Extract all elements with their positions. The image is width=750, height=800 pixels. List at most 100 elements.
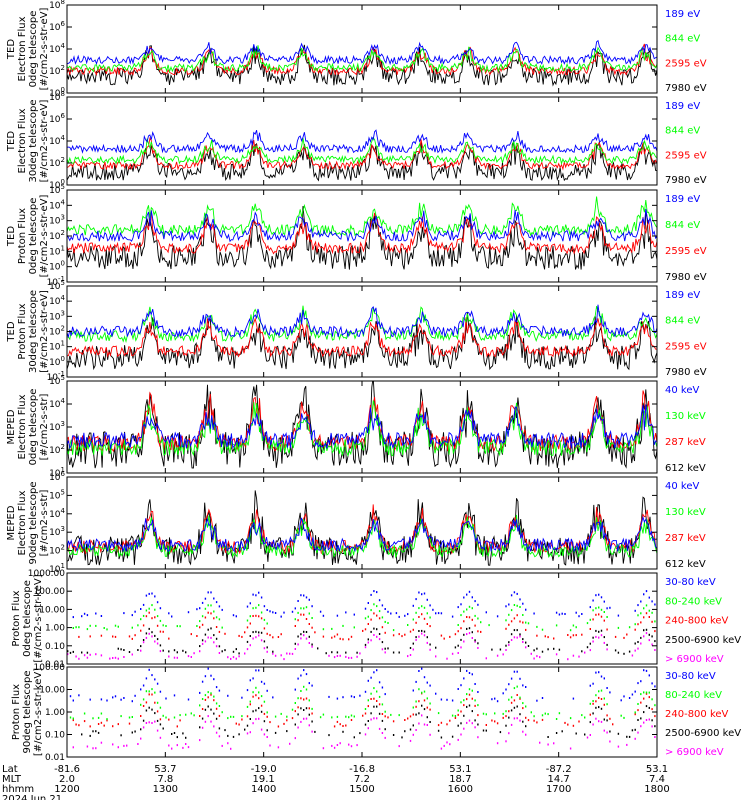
series-point <box>258 631 260 634</box>
series-point <box>305 717 308 720</box>
series-point <box>595 613 597 616</box>
series-point <box>569 717 572 720</box>
series-point <box>258 615 260 618</box>
series-point <box>221 744 223 747</box>
series-point <box>154 712 156 715</box>
series-point <box>426 716 428 719</box>
series-point <box>260 680 263 683</box>
series-point <box>235 657 237 660</box>
series-point <box>294 625 296 627</box>
series-point <box>266 646 268 649</box>
series-point <box>606 731 608 734</box>
y-axis-label: TED Proton Flux 30deg telescope [#/cm2-s-st… <box>6 290 50 373</box>
series-point <box>207 628 209 631</box>
series-point <box>210 674 212 677</box>
series-point <box>603 729 605 732</box>
series-point <box>457 606 459 609</box>
series-point <box>429 604 431 607</box>
series-point <box>558 648 561 651</box>
series-point <box>409 654 412 656</box>
series-point <box>606 648 608 651</box>
series-point <box>280 633 282 636</box>
series-point <box>508 716 510 719</box>
series-point <box>241 696 243 699</box>
series-point <box>348 716 350 719</box>
series-point <box>266 609 268 611</box>
series-point <box>294 702 296 704</box>
series-point <box>165 697 167 700</box>
series-point <box>541 714 544 717</box>
series-point <box>435 655 437 658</box>
series-point <box>525 628 527 631</box>
series-point <box>193 652 195 655</box>
series-point <box>142 639 145 641</box>
y-tick-label: 103 <box>49 525 65 538</box>
series-point <box>311 645 313 648</box>
y-axis-label: TED Proton Flux 0deg telescope [#/cm2-s-str… <box>6 195 50 278</box>
series-point <box>333 746 336 749</box>
series-point <box>190 712 192 715</box>
series-point <box>342 725 344 727</box>
series-point <box>364 617 367 620</box>
series-point <box>159 690 162 693</box>
series-point <box>294 618 296 621</box>
series-point <box>598 671 600 674</box>
series-point <box>142 726 145 729</box>
series-point <box>643 697 645 700</box>
series-point <box>429 643 431 646</box>
series-point <box>339 637 341 640</box>
series-point <box>142 641 145 644</box>
legend-entry: 612 keV <box>665 559 706 570</box>
series-point <box>508 641 510 644</box>
series-point <box>409 739 412 742</box>
series-point <box>97 716 100 719</box>
series-point <box>322 628 325 631</box>
series-point <box>474 726 476 729</box>
series-point <box>232 715 235 718</box>
series-point <box>634 628 636 631</box>
series-point <box>567 723 569 726</box>
series-point <box>154 720 156 723</box>
series-point <box>390 713 392 716</box>
series-point <box>418 722 420 725</box>
series-point <box>171 747 173 750</box>
y-axis-label-line: Proton Flux <box>11 590 22 646</box>
series-point <box>505 627 507 630</box>
series-point <box>151 604 153 607</box>
series-point <box>333 725 336 728</box>
series-point <box>373 717 375 720</box>
series-point <box>516 629 518 632</box>
series-point <box>199 691 201 694</box>
series-point <box>322 713 325 716</box>
series-point <box>182 649 184 652</box>
series-point <box>463 610 465 613</box>
series-point <box>353 736 355 739</box>
series-point <box>457 624 459 626</box>
series-point <box>651 708 653 711</box>
series-point <box>154 634 156 637</box>
series-point <box>114 624 117 627</box>
x-tick-label: 1600 <box>448 784 473 795</box>
series-point <box>246 705 249 708</box>
x-tick-label: 1300 <box>153 784 178 795</box>
series-point <box>617 651 620 654</box>
y-tick-label: 105 <box>49 374 65 387</box>
series-point <box>114 656 117 659</box>
series-point <box>505 710 507 713</box>
series-point <box>440 612 443 615</box>
series-point <box>72 616 74 619</box>
x-tick-label: 18.7 <box>449 774 471 785</box>
series-point <box>527 622 530 625</box>
series-point <box>373 697 375 700</box>
series-point <box>651 611 653 614</box>
series-point <box>151 693 153 696</box>
series-point <box>381 641 384 644</box>
series-point <box>339 654 341 657</box>
series-point <box>387 622 389 624</box>
series-point <box>182 746 184 749</box>
series-point <box>308 642 310 644</box>
series-point <box>260 617 263 620</box>
series-point <box>367 638 369 641</box>
series-point <box>263 640 266 643</box>
series-point <box>558 613 561 616</box>
